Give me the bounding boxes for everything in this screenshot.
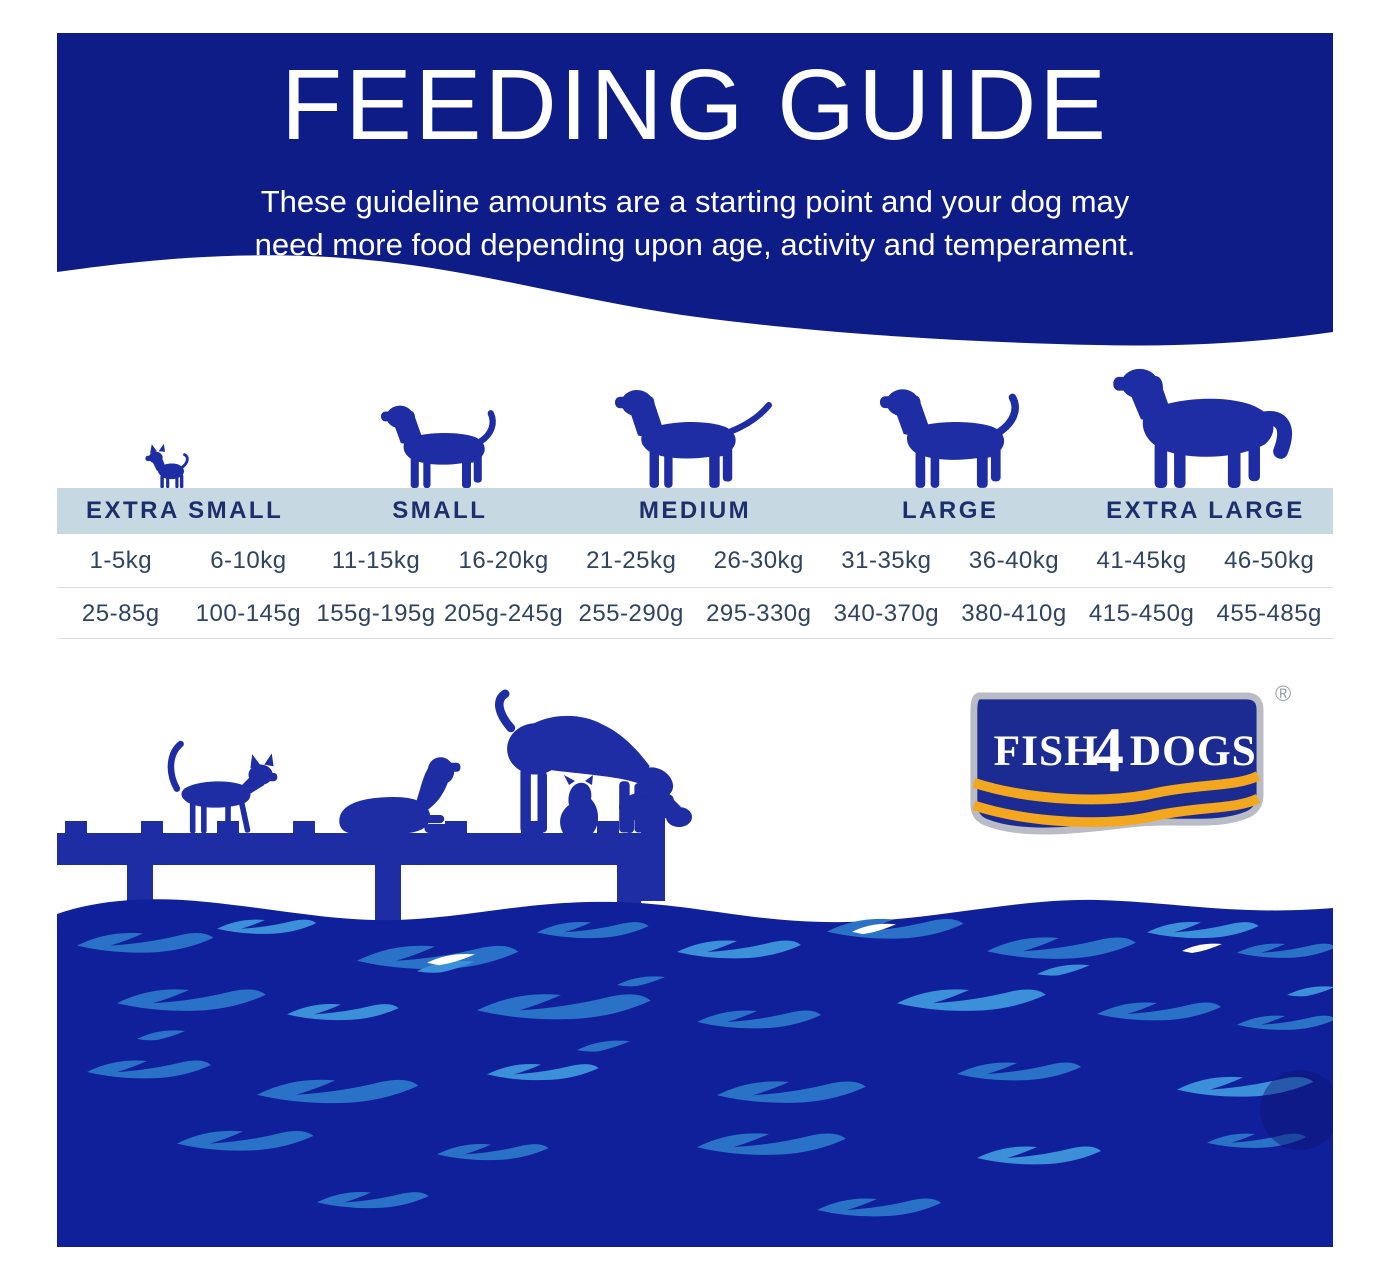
food-amount-cell: 155g-195g — [316, 599, 436, 627]
logo-text-dogs: DOGS — [1130, 727, 1257, 775]
size-label-large: LARGE — [901, 497, 999, 524]
registered-trademark-symbol: ® — [1275, 681, 1292, 706]
food-amount-cell: 100-145g — [195, 599, 302, 627]
size-label-medium: MEDIUM — [638, 497, 752, 524]
cat-silhouette — [167, 740, 278, 834]
food-amount-cell: 340-370g — [833, 599, 940, 627]
size-label-small: SMALL — [392, 497, 488, 524]
watermark-circle — [1260, 1070, 1333, 1150]
leaning-dog-silhouette — [495, 689, 674, 833]
food-amount-cell: 455-485g — [1216, 599, 1322, 627]
weight-range-cell: 46-50kg — [1224, 546, 1315, 574]
logo-text-fish: FISH — [994, 727, 1099, 775]
size-label-extra-small: EXTRA SMALL — [85, 497, 284, 524]
food-amount-cell: 380-410g — [961, 599, 1067, 627]
food-amount-cell: 415-450g — [1088, 599, 1195, 627]
weight-range-cell: 6-10kg — [210, 546, 287, 574]
weight-range-row: 1-5kg 6-10kg 11-15kg 16-20kg 21-25kg 26-… — [57, 534, 1333, 587]
subtitle-line-1: These guideline amounts are a starting p… — [260, 184, 1130, 219]
weight-range-cell: 21-25kg — [586, 546, 677, 574]
weight-range-cell: 16-20kg — [458, 546, 549, 574]
table-divider — [57, 587, 1333, 588]
sitting-puppy-silhouette — [560, 775, 599, 833]
lying-dog-silhouette — [339, 757, 461, 833]
weight-range-cell: 26-30kg — [713, 546, 804, 574]
sea-waves-illustration — [57, 899, 1333, 1247]
weight-range-cell: 36-40kg — [968, 546, 1060, 574]
subtitle-line-2: need more food depending upon age, activ… — [254, 227, 1136, 262]
weight-range-cell: 31-35kg — [841, 546, 932, 574]
size-label-extra-large: EXTRA LARGE — [1106, 497, 1305, 524]
fish4dogs-logo: FISH 4 DOGS — [970, 692, 1264, 835]
chihuahua-icon — [145, 443, 189, 488]
weight-range-cell: 1-5kg — [89, 546, 153, 574]
crouching-puppy-silhouette — [619, 792, 692, 833]
food-amount-row: 25-85g 100-145g 155g-195g 205g-245g 255-… — [57, 587, 1333, 640]
large-dog-icon — [880, 389, 1019, 488]
food-amount-cell: 255-290g — [578, 599, 684, 627]
logo-text-four: 4 — [1092, 715, 1124, 785]
small-dog-icon — [381, 405, 496, 488]
table-divider — [57, 638, 1333, 639]
dog-size-silhouettes — [57, 358, 1333, 488]
weight-range-cell: 11-15kg — [331, 546, 421, 574]
food-amount-cell: 205g-245g — [443, 599, 564, 627]
food-amount-cell: 295-330g — [706, 599, 812, 627]
medium-dog-icon — [615, 389, 772, 488]
header-wave-background — [57, 33, 1333, 346]
extra-large-dog-icon — [1113, 368, 1292, 488]
food-amount-cell: 25-85g — [81, 599, 160, 627]
size-category-band: EXTRA SMALL SMALL MEDIUM LARGE EXTRA LAR… — [57, 488, 1333, 534]
page-title: FEEDING GUIDE — [281, 49, 1109, 161]
weight-range-cell: 41-45kg — [1096, 546, 1187, 574]
